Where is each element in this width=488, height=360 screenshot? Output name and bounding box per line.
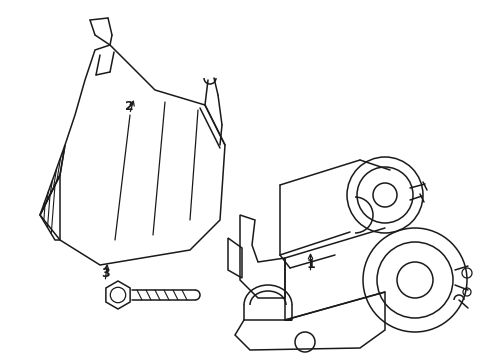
Text: 2: 2	[125, 100, 134, 113]
Text: 1: 1	[305, 258, 314, 271]
Text: 3: 3	[101, 267, 109, 280]
